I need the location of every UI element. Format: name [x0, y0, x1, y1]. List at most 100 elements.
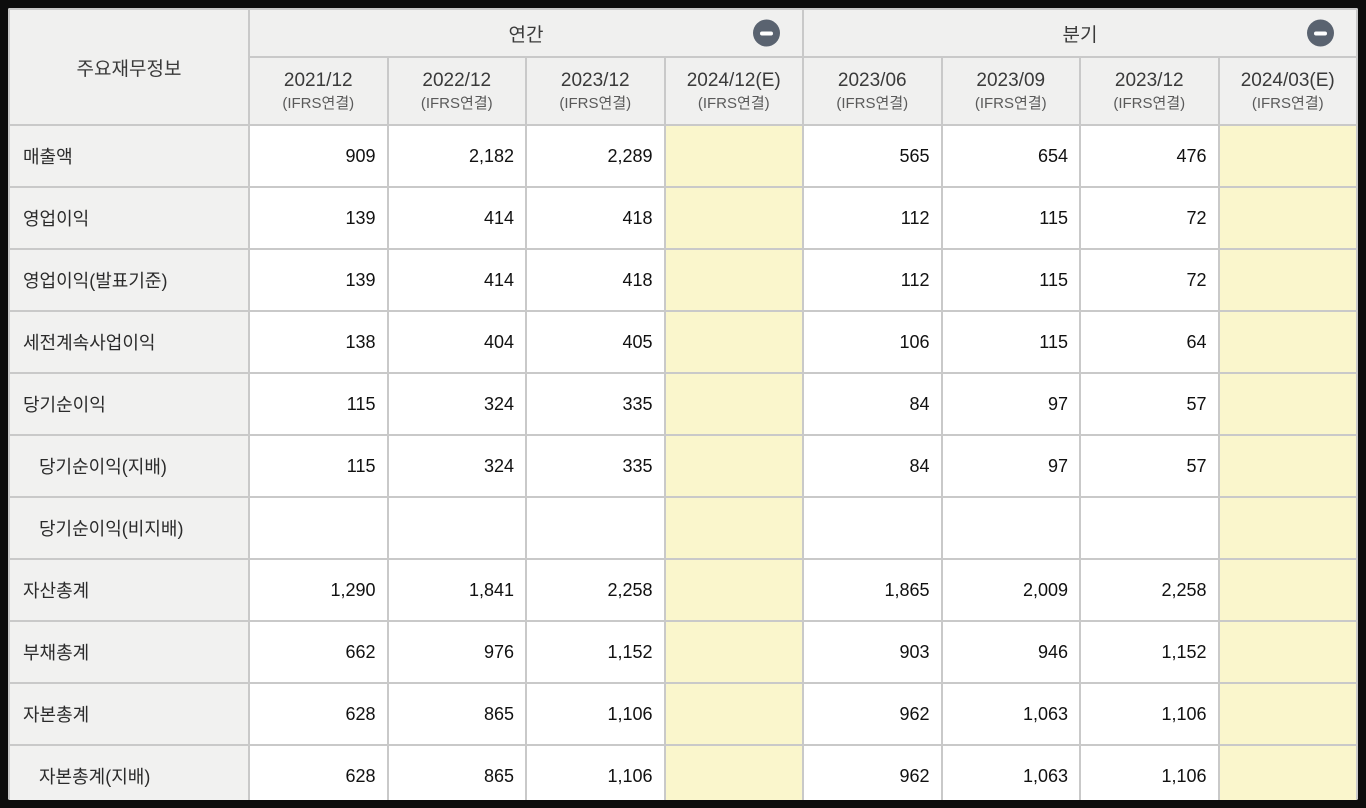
value-cell: 1,063 [940, 744, 1081, 800]
value-cell [1217, 496, 1358, 560]
period-label: 2022/12 [422, 70, 492, 92]
table-row: 매출액 909 2,182 2,289 565 654 476 [8, 124, 1358, 188]
value-cell: 1,063 [940, 682, 1081, 746]
value-cell: 962 [802, 682, 943, 746]
financials-table-body: 매출액 909 2,182 2,289 565 654 476 영업이익 139 414 418 11… [8, 124, 1358, 800]
value-cell: 476 [1079, 124, 1220, 188]
accounting-basis-label: (IFRS연결) [420, 95, 493, 113]
row-label: 세전계속사업이익 [8, 310, 250, 374]
value-cell: 324 [386, 434, 527, 498]
quarterly-group-label: 분기 [1062, 24, 1098, 46]
value-cell [802, 496, 943, 560]
accounting-basis-label: (IFRS연결) [697, 95, 770, 113]
accounting-basis-label: (IFRS연결) [974, 95, 1047, 113]
value-cell [1079, 496, 1220, 560]
period-label: 2023/12 [560, 70, 630, 92]
value-cell: 1,106 [525, 744, 666, 800]
column-header-202306: 2023/06 (IFRS연결) [802, 56, 943, 126]
table-title-cell: 주요재무정보 [8, 8, 250, 126]
value-cell [1217, 310, 1358, 374]
collapse-quarterly-button[interactable] [1307, 19, 1334, 47]
accounting-basis-label: (IFRS연결) [559, 95, 632, 113]
value-cell: 654 [940, 124, 1081, 188]
row-label: 영업이익 [8, 186, 250, 250]
minus-icon [1314, 31, 1327, 35]
period-label: 2024/12(E) [686, 70, 781, 92]
value-cell [1217, 744, 1358, 800]
value-cell: 72 [1079, 248, 1220, 312]
financial-table-viewport: 주요재무정보 연간 분기 2021/12 (IFRS연결) 2022/12 (IFRS… [8, 8, 1358, 800]
table-row: 자본총계 628 865 1,106 962 1,063 1,106 [8, 682, 1358, 746]
value-cell: 324 [386, 372, 527, 436]
value-cell: 1,106 [1079, 682, 1220, 746]
table-row: 세전계속사업이익 138 404 405 106 115 64 [8, 310, 1358, 374]
collapse-annual-button[interactable] [753, 19, 780, 47]
value-cell: 335 [525, 434, 666, 498]
table-row: 부채총계 662 976 1,152 903 946 1,152 [8, 620, 1358, 684]
value-cell: 84 [802, 434, 943, 498]
value-cell: 57 [1079, 372, 1220, 436]
annual-group-header: 연간 [248, 8, 804, 58]
value-cell: 115 [248, 434, 389, 498]
row-label: 당기순이익 [8, 372, 250, 436]
table-row: 당기순이익(지배) 115 324 335 84 97 57 [8, 434, 1358, 498]
value-cell: 405 [525, 310, 666, 374]
column-header-202309: 2023/09 (IFRS연결) [940, 56, 1081, 126]
table-row: 당기순이익 115 324 335 84 97 57 [8, 372, 1358, 436]
key-financials-table: 주요재무정보 연간 분기 2021/12 (IFRS연결) 2022/12 (IFRS… [8, 8, 1358, 800]
group-header-row: 주요재무정보 연간 분기 [8, 8, 1358, 126]
value-cell: 335 [525, 372, 666, 436]
value-cell [663, 496, 804, 560]
value-cell: 115 [940, 248, 1081, 312]
value-cell: 97 [940, 372, 1081, 436]
value-cell: 418 [525, 248, 666, 312]
value-cell [1217, 434, 1358, 498]
row-label: 매출액 [8, 124, 250, 188]
value-cell: 1,865 [802, 558, 943, 622]
value-cell [663, 682, 804, 746]
value-cell: 1,152 [1079, 620, 1220, 684]
value-cell: 903 [802, 620, 943, 684]
column-header-202312: 2023/12 (IFRS연결) [1079, 56, 1220, 126]
column-header-202412E: 2024/12(E) (IFRS연결) [663, 56, 804, 126]
value-cell [663, 248, 804, 312]
value-cell: 2,182 [386, 124, 527, 188]
value-cell: 414 [386, 248, 527, 312]
value-cell: 1,106 [525, 682, 666, 746]
value-cell [1217, 248, 1358, 312]
value-cell [1217, 372, 1358, 436]
value-cell: 2,289 [525, 124, 666, 188]
period-label: 2024/03(E) [1240, 70, 1335, 92]
value-cell: 112 [802, 186, 943, 250]
period-header-row: 2021/12 (IFRS연결) 2022/12 (IFRS연결) 2023/12 (IF… [9, 56, 1358, 126]
period-label: 2023/12 [1114, 70, 1184, 92]
row-label: 자본총계 [8, 682, 250, 746]
value-cell [940, 496, 1081, 560]
value-cell [663, 186, 804, 250]
row-label: 영업이익(발표기준) [8, 248, 250, 312]
value-cell: 909 [248, 124, 389, 188]
table-row: 영업이익 139 414 418 112 115 72 [8, 186, 1358, 250]
value-cell [1217, 620, 1358, 684]
value-cell: 865 [386, 682, 527, 746]
period-label: 2023/09 [976, 70, 1046, 92]
value-cell [248, 496, 389, 560]
accounting-basis-label: (IFRS연결) [1113, 95, 1186, 113]
value-cell: 976 [386, 620, 527, 684]
row-label: 자산총계 [8, 558, 250, 622]
accounting-basis-label: (IFRS연결) [282, 95, 355, 113]
column-header-202403E: 2024/03(E) (IFRS연결) [1217, 56, 1358, 126]
accounting-basis-label: (IFRS연결) [836, 95, 909, 113]
column-header-202212: 2022/12 (IFRS연결) [386, 56, 527, 126]
value-cell: 418 [525, 186, 666, 250]
value-cell [1217, 124, 1358, 188]
table-row: 당기순이익(비지배) [8, 496, 1358, 560]
value-cell [663, 744, 804, 800]
value-cell: 662 [248, 620, 389, 684]
value-cell [663, 434, 804, 498]
value-cell: 2,009 [940, 558, 1081, 622]
value-cell: 72 [1079, 186, 1220, 250]
value-cell [663, 372, 804, 436]
value-cell: 414 [386, 186, 527, 250]
value-cell: 115 [940, 310, 1081, 374]
